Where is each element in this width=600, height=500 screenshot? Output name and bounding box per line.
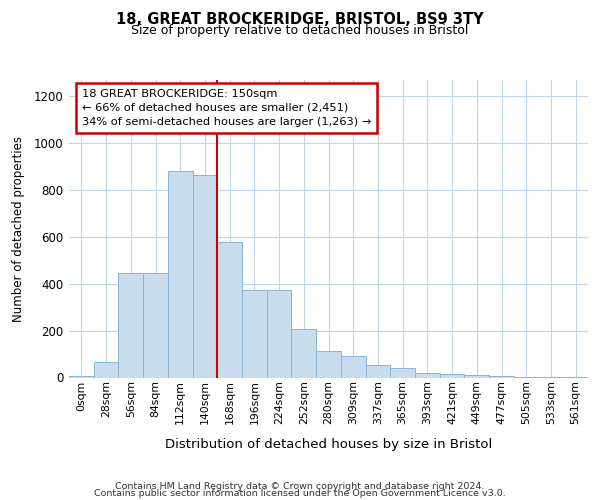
Bar — [464, 374, 489, 378]
Bar — [242, 290, 267, 378]
Bar — [390, 368, 415, 378]
X-axis label: Distribution of detached houses by size in Bristol: Distribution of detached houses by size … — [165, 438, 492, 451]
Bar — [292, 330, 316, 378]
Bar — [365, 364, 390, 378]
Bar — [217, 242, 242, 378]
Text: Contains HM Land Registry data © Crown copyright and database right 2024.: Contains HM Land Registry data © Crown c… — [115, 482, 485, 491]
Bar — [489, 376, 514, 378]
Text: Contains public sector information licensed under the Open Government Licence v3: Contains public sector information licen… — [94, 489, 506, 498]
Bar — [316, 350, 341, 378]
Text: 18, GREAT BROCKERIDGE, BRISTOL, BS9 3TY: 18, GREAT BROCKERIDGE, BRISTOL, BS9 3TY — [116, 12, 484, 28]
Bar — [168, 172, 193, 378]
Bar — [440, 374, 464, 378]
Bar — [193, 175, 217, 378]
Y-axis label: Number of detached properties: Number of detached properties — [13, 136, 25, 322]
Bar — [118, 274, 143, 378]
Bar — [341, 356, 365, 378]
Text: Size of property relative to detached houses in Bristol: Size of property relative to detached ho… — [131, 24, 469, 37]
Bar — [69, 376, 94, 378]
Bar — [143, 274, 168, 378]
Bar — [514, 376, 539, 378]
Bar — [94, 362, 118, 378]
Text: 18 GREAT BROCKERIDGE: 150sqm
← 66% of detached houses are smaller (2,451)
34% of: 18 GREAT BROCKERIDGE: 150sqm ← 66% of de… — [82, 89, 371, 127]
Bar — [267, 290, 292, 378]
Bar — [415, 373, 440, 378]
